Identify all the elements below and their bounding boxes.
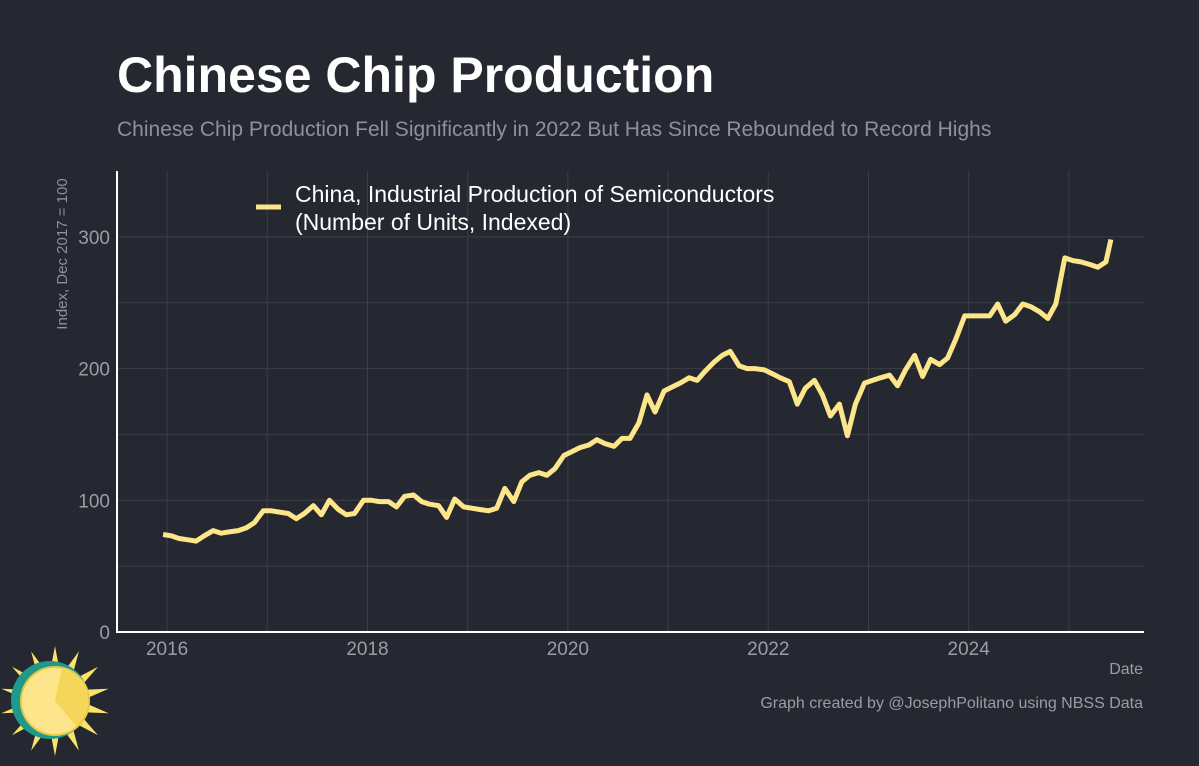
x-tick-label: 2022 <box>747 639 789 660</box>
y-axis-label: Index, Dec 2017 = 100 <box>54 178 71 329</box>
y-tick-label: 300 <box>78 228 110 249</box>
y-tick-label: 200 <box>78 360 110 381</box>
x-tick-labels: 2016 2018 2020 2022 2024 <box>146 639 990 660</box>
chart-subtitle: Chinese Chip Production Fell Significant… <box>117 118 992 141</box>
series-line-0 <box>162 238 1114 544</box>
x-tick-label: 2024 <box>948 639 991 660</box>
legend-label-line-2: (Number of Units, Indexed) <box>295 209 571 235</box>
chart-title: Chinese Chip Production <box>117 47 715 103</box>
y-tick-label: 100 <box>78 491 110 512</box>
credit-text: Graph created by @JosephPolitano using N… <box>760 695 1143 712</box>
legend: China, Industrial Production of Semicond… <box>256 181 774 235</box>
x-tick-label: 2020 <box>547 639 589 660</box>
y-tick-labels: 0 100 200 300 <box>78 228 110 644</box>
x-axis-label: Date <box>1109 661 1143 678</box>
legend-label-line-1: China, Industrial Production of Semicond… <box>295 181 774 207</box>
y-tick-label: 0 <box>99 623 110 644</box>
sun-logo-icon <box>1 646 109 756</box>
series-group <box>162 238 1114 544</box>
grid-lines <box>117 171 1144 632</box>
sun-outline-icon <box>20 666 90 736</box>
x-tick-label: 2016 <box>146 639 188 660</box>
x-tick-label: 2018 <box>346 639 388 660</box>
axes <box>116 171 1144 633</box>
sun-shade-icon <box>55 669 88 727</box>
